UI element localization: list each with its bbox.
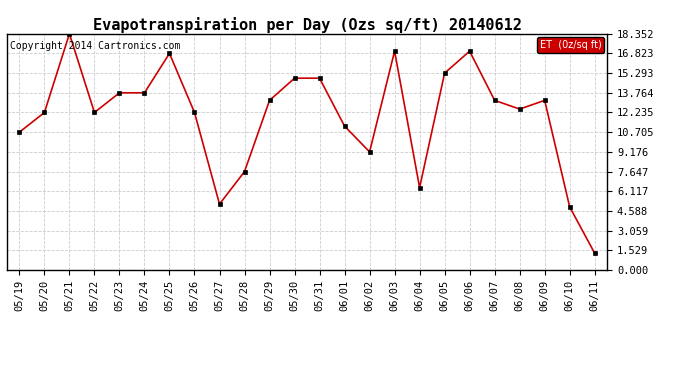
Text: Copyright 2014 Cartronics.com: Copyright 2014 Cartronics.com (10, 41, 180, 51)
Legend: ET  (0z/sq ft): ET (0z/sq ft) (537, 37, 604, 52)
Title: Evapotranspiration per Day (Ozs sq/ft) 20140612: Evapotranspiration per Day (Ozs sq/ft) 2… (92, 16, 522, 33)
